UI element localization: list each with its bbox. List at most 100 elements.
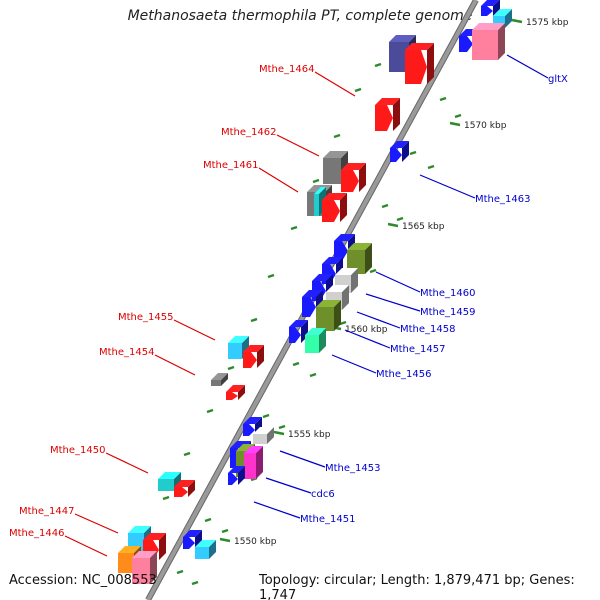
gene-red	[340, 193, 347, 222]
gene-gray	[323, 158, 341, 184]
gene-purple	[389, 42, 409, 72]
gene-blue	[289, 320, 308, 327]
label-leader	[419, 174, 476, 199]
gene-label: Mthe_1454	[99, 347, 155, 358]
ruler-tick	[439, 96, 447, 102]
gene-gray	[323, 151, 348, 158]
gene-blue	[481, 6, 493, 16]
gene-olive	[347, 243, 372, 250]
gene-label: Mthe_1455	[118, 312, 174, 323]
gene-cyan	[228, 343, 242, 359]
gene-olive	[334, 300, 341, 331]
ruler-tick	[381, 203, 389, 209]
gene-label: gltX	[548, 74, 568, 85]
gene-blue	[390, 148, 402, 162]
gene-label: Mthe_1457	[390, 344, 446, 355]
gene-blue	[334, 241, 348, 261]
topology-label: Topology: circular; Length: 1,879,471 bp…	[259, 573, 575, 600]
gene-red	[322, 193, 347, 200]
gene-blue	[195, 530, 202, 549]
gene-teal	[314, 187, 326, 194]
gene-label: Mthe_1447	[19, 506, 75, 517]
gene-olive	[316, 300, 341, 307]
ruler-tick	[369, 268, 377, 274]
gene-teal	[314, 194, 319, 216]
gene-label: Mthe_1461	[203, 160, 259, 171]
gene-red	[341, 163, 366, 170]
gene-blue	[322, 257, 343, 264]
gene-blue	[334, 234, 355, 241]
gene-blue	[183, 537, 195, 549]
gene-pink	[472, 23, 505, 30]
gene-label: Mthe_1460	[420, 288, 476, 299]
gene-red	[143, 533, 166, 540]
ruler-tick	[409, 150, 417, 156]
label-leader	[74, 513, 119, 534]
gene-magenta	[244, 446, 263, 453]
scale-label: 1575 kbp	[526, 18, 569, 28]
gene-gray	[211, 373, 228, 380]
gene-red	[341, 170, 359, 192]
ruler-tick	[191, 580, 199, 586]
gene-teal	[158, 479, 174, 491]
gene-label: cdc6	[311, 489, 335, 500]
gene-blue	[390, 141, 409, 148]
gene-label: Mthe_1450	[50, 445, 106, 456]
label-leader	[258, 167, 299, 193]
gene-red	[238, 385, 245, 400]
scale-label: 1565 kbp	[402, 222, 445, 232]
gene-blue	[493, 0, 500, 16]
label-leader	[276, 134, 320, 157]
scale-label: 1560 kbp	[345, 325, 388, 335]
scale-label: 1550 kbp	[234, 537, 277, 547]
gene-lightgray	[351, 268, 358, 293]
gene-lightgray	[267, 427, 274, 444]
gene-label: Mthe_1463	[475, 194, 531, 205]
label-leader	[253, 501, 301, 519]
gene-pink	[498, 23, 505, 60]
gene-lightgray	[342, 285, 349, 310]
gene-blue	[481, 0, 499, 6]
gene-teal	[158, 472, 181, 479]
gene-lightgray	[335, 268, 358, 275]
gene-magenta	[256, 446, 263, 479]
label-leader	[344, 329, 391, 349]
gene-cyan	[493, 9, 512, 16]
gene-blue	[228, 466, 245, 473]
gene-red	[393, 98, 400, 131]
label-leader	[356, 311, 401, 329]
gene-red	[243, 352, 257, 368]
gene-red	[322, 200, 340, 222]
label-leader	[154, 354, 196, 376]
gene-red	[427, 43, 434, 84]
gene-red	[243, 345, 264, 352]
ruler-tick	[396, 216, 404, 222]
gene-red	[257, 345, 264, 368]
gene-red	[159, 533, 166, 560]
scale-label: 1555 kbp	[288, 430, 331, 440]
gene-red	[405, 50, 427, 84]
label-leader	[375, 271, 421, 293]
label-leader	[331, 354, 377, 374]
ruler-tick	[309, 372, 317, 378]
gene-purple	[389, 35, 416, 42]
ruler-tick	[290, 225, 298, 231]
ruler-tick	[204, 517, 212, 523]
ruler-tick	[267, 273, 275, 279]
label-leader	[365, 293, 421, 312]
gene-label: Mthe_1464	[259, 64, 315, 75]
label-leader	[314, 71, 356, 97]
gene-label: Mthe_1456	[376, 369, 432, 380]
gene-pink	[132, 558, 150, 584]
ruler-tick	[206, 408, 214, 414]
gene-cyan	[209, 540, 216, 559]
gene-gray	[221, 373, 228, 386]
gene-blue	[289, 327, 301, 343]
scale-tick	[219, 537, 231, 543]
label-leader	[279, 450, 326, 468]
gene-label: Mthe_1451	[300, 514, 356, 525]
scale-tick	[273, 430, 285, 436]
ruler-tick	[162, 495, 170, 501]
gene-red	[405, 43, 434, 50]
